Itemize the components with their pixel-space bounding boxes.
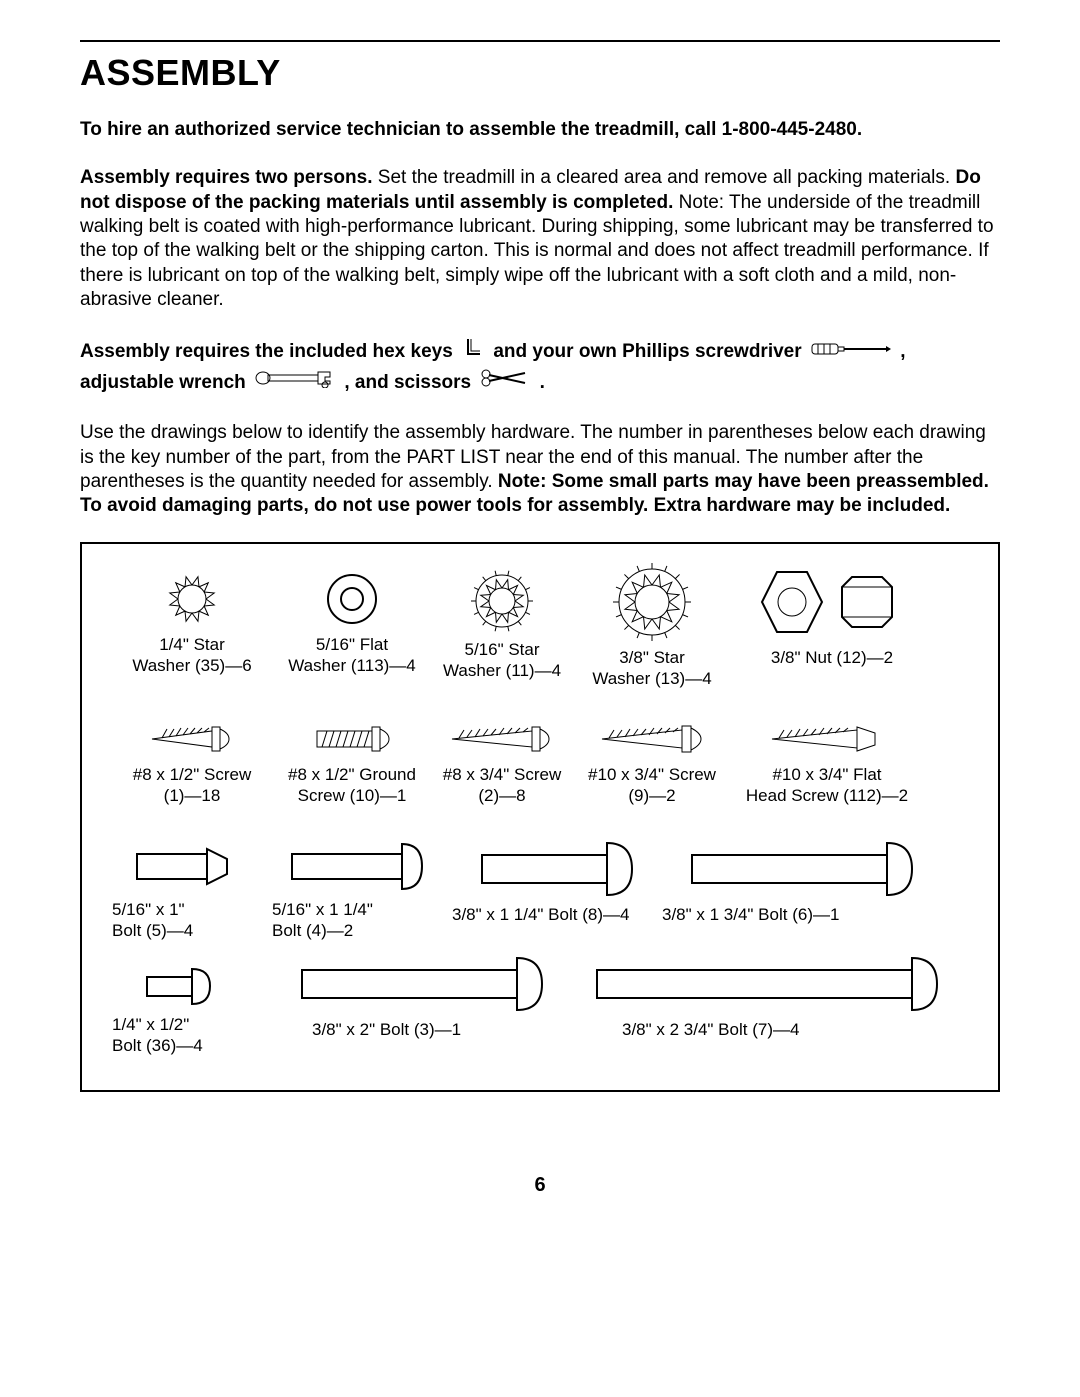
drawings-paragraph: Use the drawings below to identify the a…	[80, 421, 1000, 518]
intro-after-lead: Set the treadmill in a cleared area and …	[373, 167, 956, 188]
hw-label: (9)—2	[572, 786, 732, 806]
scissors-icon	[480, 368, 530, 398]
hw-label: #8 x 1/2" Ground	[272, 765, 432, 785]
tools-text-5: .	[540, 371, 545, 392]
hw-bolt-3-8x2-3-4: 3/8" x 2 3/4" Bolt (7)—4	[582, 954, 962, 1040]
hw-label: 1/4" x 1/2"	[112, 1015, 262, 1035]
hw-label: Bolt (5)—4	[112, 921, 262, 941]
intro-paragraph: Assembly requires two persons. Set the t…	[80, 166, 1000, 312]
hw-label: #10 x 3/4" Flat	[722, 765, 932, 785]
page-title: ASSEMBLY	[80, 52, 1000, 94]
hw-label: 3/8" x 2 3/4" Bolt (7)—4	[582, 1020, 962, 1040]
hw-label: Washer (113)—4	[272, 656, 432, 676]
top-rule	[80, 40, 1000, 42]
hw-screw-8-half: #8 x 1/2" Screw (1)—18	[112, 719, 272, 806]
hw-label: 5/16" x 1 1/4"	[272, 900, 452, 920]
hw-bolt-3-8x2: 3/8" x 2" Bolt (3)—1	[272, 954, 582, 1040]
hw-label: #8 x 1/2" Screw	[112, 765, 272, 785]
screwdriver-icon	[811, 338, 891, 367]
hw-bolt-3-8x1-3-4: 3/8" x 1 3/4" Bolt (6)—1	[662, 839, 952, 925]
tools-line: Assembly requires the included hex keys …	[80, 336, 1000, 397]
hw-label: Washer (11)—4	[422, 661, 582, 681]
hw-label: Washer (35)—6	[112, 656, 272, 676]
hw-flat-washer-5-16: 5/16" Flat Washer (113)—4	[272, 569, 432, 676]
hw-label: Head Screw (112)—2	[722, 786, 932, 806]
hw-screw-10-3-4: #10 x 3/4" Screw (9)—2	[572, 719, 732, 806]
hw-label: Bolt (36)—4	[112, 1036, 262, 1056]
hw-label: 3/8" x 1 1/4" Bolt (8)—4	[452, 905, 672, 925]
intro-lead: Assembly requires two persons.	[80, 167, 373, 188]
hw-label: 3/8" x 1 3/4" Bolt (6)—1	[662, 905, 952, 925]
hire-line: To hire an authorized service technician…	[80, 118, 1000, 142]
hw-star-washer-1-4: /*placeholder*/ 1/4" Star Washer (35)—6	[112, 569, 272, 676]
hw-label: 5/16" Flat	[272, 635, 432, 655]
hw-label: 3/8" Star	[572, 648, 732, 668]
hw-label: 1/4" Star	[112, 635, 272, 655]
hw-label: (1)—18	[112, 786, 272, 806]
hw-flat-head-screw: #10 x 3/4" Flat Head Screw (112)—2	[722, 719, 932, 806]
hw-bolt-3-8x1-1-4: 3/8" x 1 1/4" Bolt (8)—4	[452, 839, 672, 925]
hw-ground-screw: #8 x 1/2" Ground Screw (10)—1	[272, 719, 432, 806]
hw-label: 5/16" x 1"	[112, 900, 262, 920]
manual-page: ASSEMBLY To hire an authorized service t…	[0, 0, 1080, 1397]
hw-nut-3-8: 3/8" Nut (12)—2	[722, 562, 942, 668]
hw-bolt-1-4x1-2: 1/4" x 1/2" Bolt (36)—4	[112, 964, 262, 1056]
hw-bolt-5-16x1-1-4: 5/16" x 1 1/4" Bolt (4)—2	[272, 839, 452, 941]
hw-label: Washer (13)—4	[572, 669, 732, 689]
hw-screw-8-3-4: #8 x 3/4" Screw (2)—8	[422, 719, 582, 806]
tools-text-1: Assembly requires the included hex keys	[80, 341, 453, 362]
hw-label: (2)—8	[422, 786, 582, 806]
hw-label: Bolt (4)—2	[272, 921, 452, 941]
hw-label: #10 x 3/4" Screw	[572, 765, 732, 785]
hw-label: 5/16" Star	[422, 640, 582, 660]
hw-label: 3/8" Nut (12)—2	[722, 648, 942, 668]
wrench-icon	[255, 368, 335, 398]
hw-label: Screw (10)—1	[272, 786, 432, 806]
hw-star-washer-3-8: 3/8" Star Washer (13)—4	[572, 562, 732, 689]
page-number: 6	[0, 1174, 1080, 1197]
hex-key-icon	[462, 336, 484, 368]
tools-text-2: and your own Phillips screwdriver	[493, 341, 801, 362]
hw-label: 3/8" x 2" Bolt (3)—1	[272, 1020, 582, 1040]
hardware-box: /*placeholder*/ 1/4" Star Washer (35)—6 …	[80, 542, 1000, 1092]
tools-text-4: , and scissors	[344, 371, 471, 392]
hw-bolt-5-16x1: 5/16" x 1" Bolt (5)—4	[112, 839, 262, 941]
hw-star-washer-5-16: 5/16" Star Washer (11)—4	[422, 569, 582, 681]
hw-label: #8 x 3/4" Screw	[422, 765, 582, 785]
